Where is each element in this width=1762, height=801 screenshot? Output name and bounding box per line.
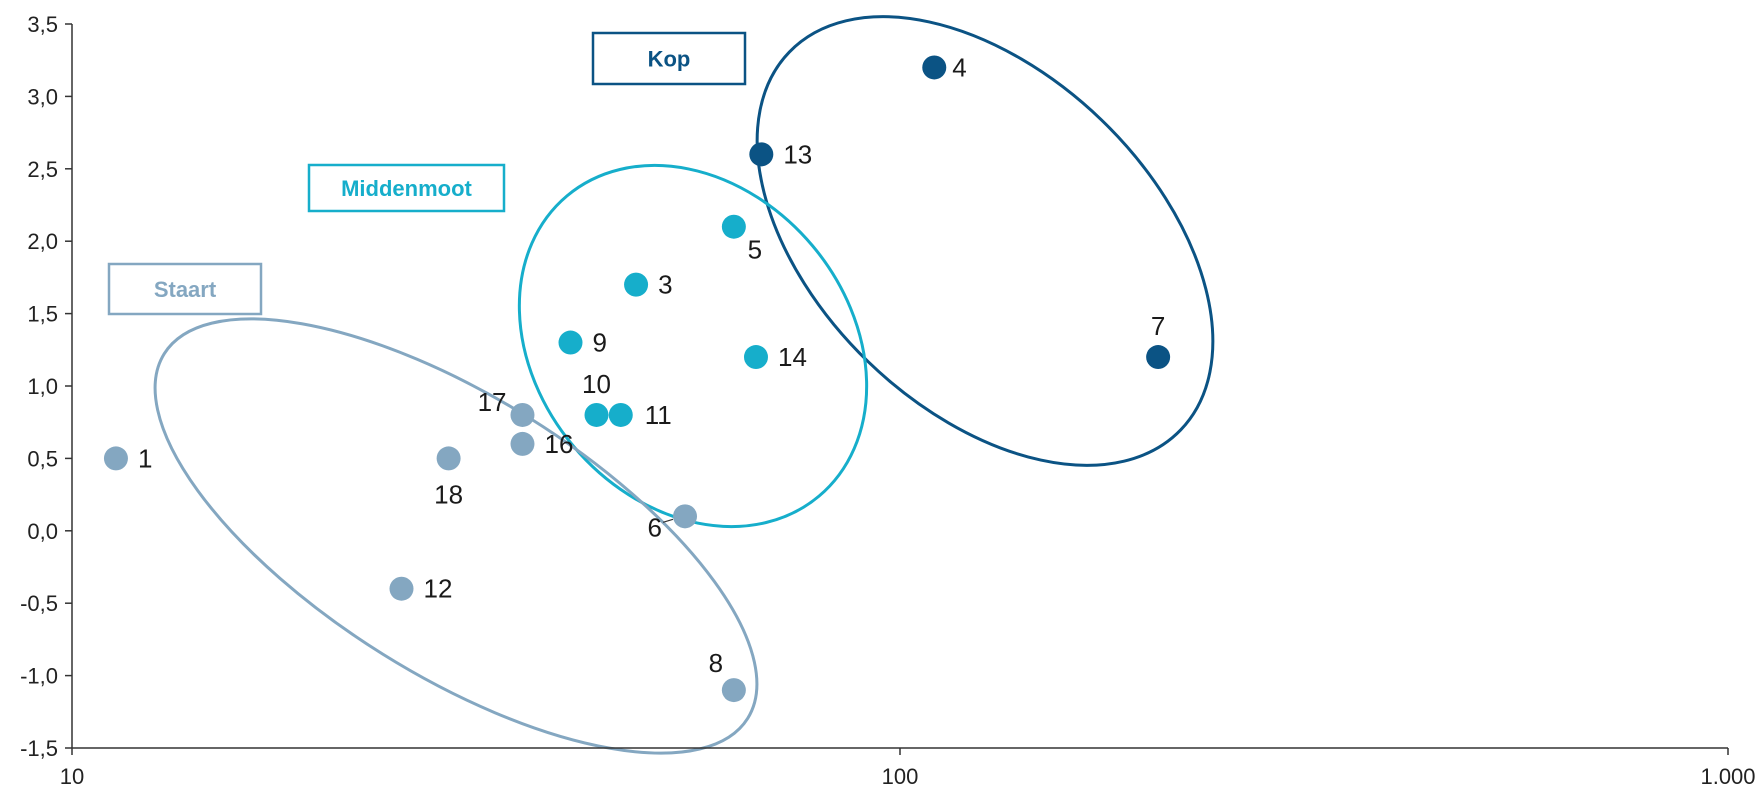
point-label-3: 3 xyxy=(658,270,672,300)
y-tick-label: 3,0 xyxy=(27,84,58,109)
group-box-kop xyxy=(591,31,747,86)
point-label-1: 1 xyxy=(138,443,152,473)
y-tick-label: -1,0 xyxy=(20,664,58,689)
group-label-staart: Staart xyxy=(154,277,217,302)
point-1 xyxy=(103,446,128,471)
point-5 xyxy=(721,214,746,239)
point-18 xyxy=(436,446,461,471)
point-12 xyxy=(389,576,414,601)
group-label-kop: Kop xyxy=(648,47,691,72)
group-ellipse-staart xyxy=(153,317,759,755)
group-ellipse-kop xyxy=(755,15,1215,467)
point-14 xyxy=(743,345,768,370)
point-label-18: 18 xyxy=(434,479,463,509)
y-tick-label: 1,0 xyxy=(27,374,58,399)
point-10 xyxy=(584,402,609,427)
point-17 xyxy=(510,402,535,427)
point-label-9: 9 xyxy=(593,328,607,358)
axes: -1,5 -1,0 -0,5 0,0 0,5 1,0 1,5 2,0 2,5 3,0 3,5 10 10… xyxy=(20,12,1755,789)
point-label-8: 8 xyxy=(709,648,723,678)
y-tick-label: -0,5 xyxy=(20,591,58,616)
x-tick-label: 1.000 xyxy=(1700,764,1755,789)
y-tick-label: 0,0 xyxy=(27,519,58,544)
y-tick-label: 2,0 xyxy=(27,229,58,254)
point-4 xyxy=(922,55,947,80)
point-label-14: 14 xyxy=(778,342,807,372)
point-label-6: 6 xyxy=(648,512,662,542)
group-ellipses xyxy=(153,15,1215,755)
point-label-11: 11 xyxy=(645,400,672,430)
point-6 xyxy=(673,504,698,529)
point-label-10: 10 xyxy=(582,369,611,399)
point-3 xyxy=(624,272,649,297)
point-label-17: 17 xyxy=(478,387,507,417)
point-label-13: 13 xyxy=(783,139,812,169)
x-tick-label: 10 xyxy=(60,764,84,789)
y-tick-label: 1,5 xyxy=(27,302,58,327)
leader-line-6 xyxy=(662,518,674,523)
group-box-staart xyxy=(107,262,263,316)
point-label-5: 5 xyxy=(748,235,762,265)
group-box-middenmoot xyxy=(307,163,506,213)
y-tick-label: 0,5 xyxy=(27,446,58,471)
y-tick-label: 3,5 xyxy=(27,12,58,37)
point-label-7: 7 xyxy=(1151,311,1165,341)
x-tick-label: 100 xyxy=(882,764,919,789)
point-7 xyxy=(1146,345,1171,370)
point-13 xyxy=(749,142,774,167)
data-points xyxy=(103,55,1171,703)
point-label-12: 12 xyxy=(423,574,452,604)
point-label-4: 4 xyxy=(952,52,966,82)
y-tick-label: -1,5 xyxy=(20,736,58,761)
group-label-boxes: Kop Middenmoot Staart xyxy=(107,31,747,316)
point-16 xyxy=(510,431,535,456)
point-8 xyxy=(721,678,746,703)
point-11 xyxy=(608,402,633,427)
point-label-16: 16 xyxy=(544,429,573,459)
group-label-middenmoot: Middenmoot xyxy=(341,176,472,201)
y-tick-label: 2,5 xyxy=(27,157,58,182)
point-9 xyxy=(558,330,583,355)
